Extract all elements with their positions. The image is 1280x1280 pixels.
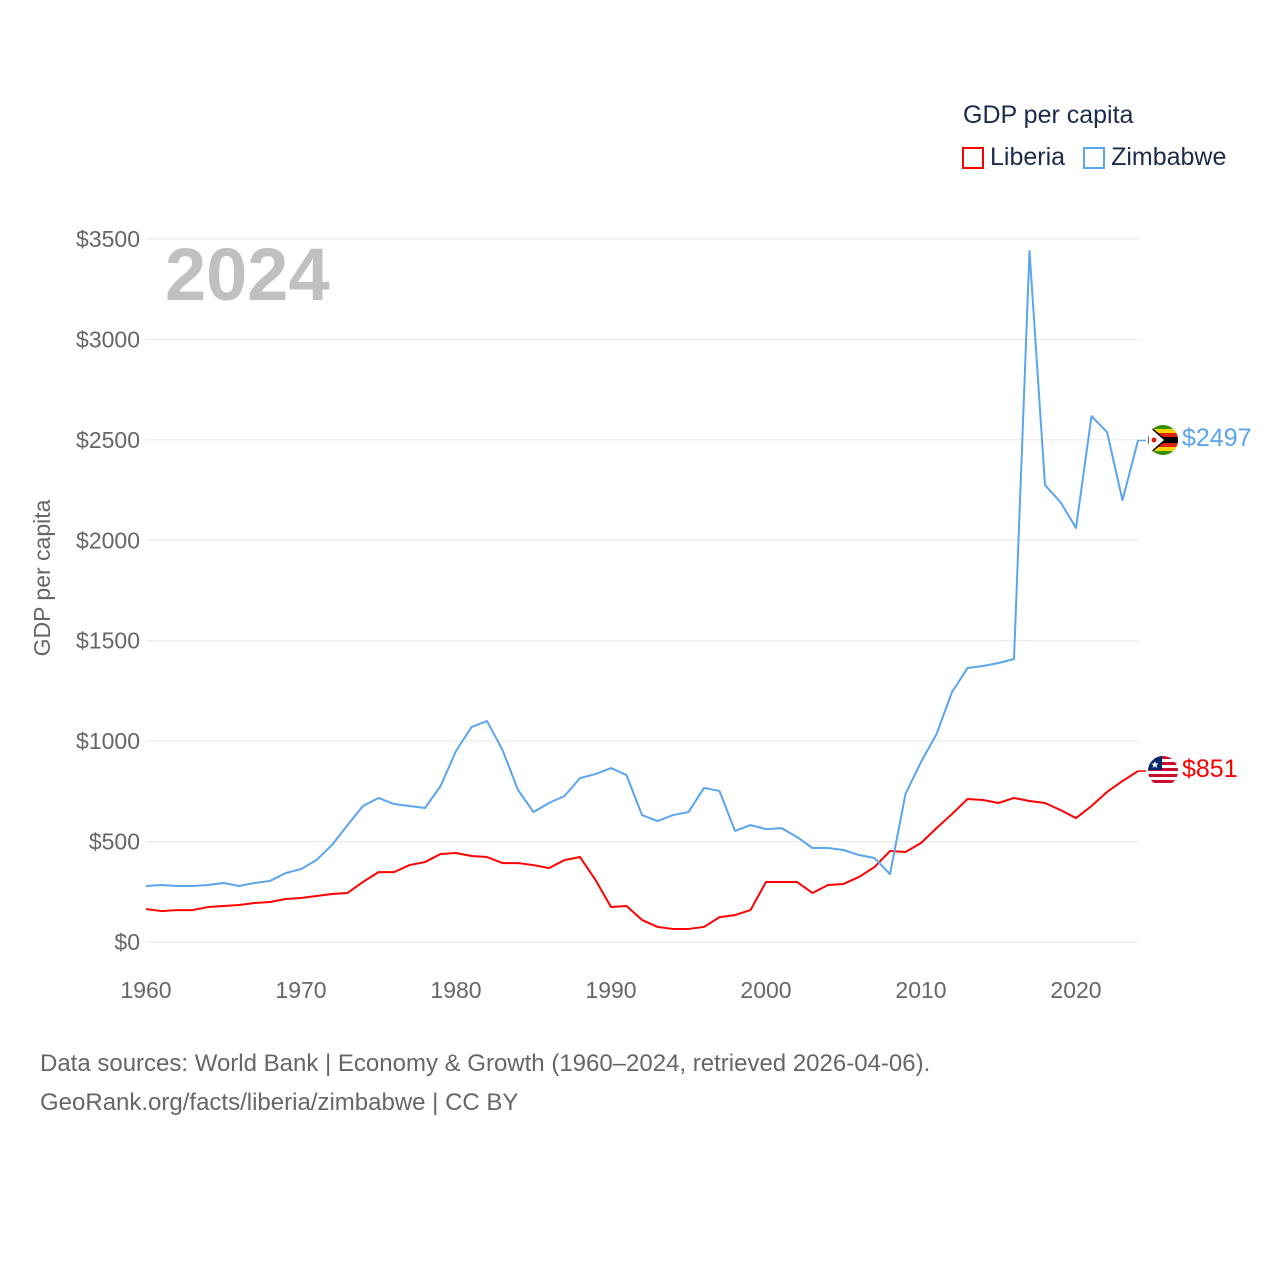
- year-watermark: 2024: [165, 233, 330, 316]
- y-tick-label: $0: [114, 929, 140, 955]
- liberia-swatch-icon: [962, 146, 984, 169]
- x-tick-label: 2010: [895, 977, 946, 1003]
- legend-item-liberia[interactable]: Liberia: [962, 143, 1065, 172]
- attribution-text: GeoRank.org/facts/liberia/zimbabwe | CC …: [40, 1089, 519, 1116]
- footer: Data sources: World Bank | Economy & Gro…: [40, 1044, 930, 1122]
- zimbabwe-end-label: $2497: [1182, 424, 1252, 452]
- y-tick-label: $3500: [76, 226, 140, 252]
- legend-label: Zimbabwe: [1111, 143, 1227, 171]
- legend-item-zimbabwe[interactable]: Zimbabwe: [1083, 143, 1226, 172]
- zimbabwe-flag-icon: [1148, 425, 1178, 455]
- legend-label: Liberia: [990, 143, 1066, 171]
- legend-title: GDP per capita: [963, 101, 1134, 129]
- x-tick-label: 2000: [740, 977, 791, 1003]
- x-tick-label: 1970: [275, 977, 326, 1003]
- liberia-flag-icon: ★: [1148, 756, 1178, 786]
- y-tick-label: $500: [89, 829, 140, 855]
- legend: Liberia Zimbabwe: [962, 143, 1244, 172]
- svg-text:★: ★: [1151, 760, 1160, 771]
- y-tick-label: $1000: [76, 728, 140, 754]
- zimbabwe-series-line: [145, 250, 1139, 887]
- y-tick-label: $2500: [76, 427, 140, 453]
- zimbabwe-swatch-icon: [1083, 146, 1106, 169]
- x-tick-label: 1980: [430, 977, 481, 1003]
- x-tick-label: 2020: [1050, 977, 1101, 1003]
- y-tick-label: $3000: [76, 326, 140, 352]
- y-axis-label: GDP per capita: [29, 499, 55, 656]
- x-tick-label: 1990: [585, 977, 636, 1003]
- y-tick-label: $2000: [76, 527, 140, 553]
- liberia-end-label: $851: [1182, 755, 1238, 783]
- source-text: Data sources: World Bank | Economy & Gro…: [40, 1050, 931, 1077]
- liberia-series-line: [145, 770, 1139, 930]
- y-tick-label: $1500: [76, 628, 140, 654]
- x-tick-label: 1960: [120, 977, 171, 1003]
